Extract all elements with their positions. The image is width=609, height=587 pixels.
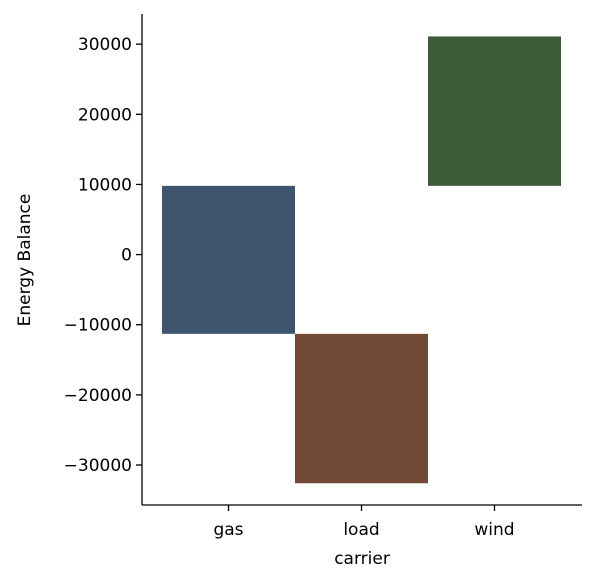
y-tick-label: −30000 <box>64 456 132 476</box>
y-tick-label: 30000 <box>78 35 132 55</box>
y-axis-label: Energy Balance <box>15 194 35 327</box>
y-tick-label: 20000 <box>78 105 132 125</box>
bar-wind <box>428 36 561 186</box>
x-axis-label: carrier <box>334 549 390 569</box>
y-ticks: 30000 20000 10000 0 −10000 −20000 −30000 <box>64 35 142 476</box>
y-tick-label: −20000 <box>64 386 132 406</box>
x-tick-label-gas: gas <box>213 520 243 540</box>
y-tick-label: 0 <box>121 246 132 266</box>
x-ticks: gas load wind <box>213 505 515 540</box>
bars-layer <box>162 36 561 484</box>
bar-load <box>295 333 428 484</box>
y-tick-label: −10000 <box>64 316 132 336</box>
x-tick-label-load: load <box>343 520 379 540</box>
y-tick-label: 10000 <box>78 175 132 195</box>
bar-gas <box>162 185 295 334</box>
x-tick-label-wind: wind <box>474 520 514 540</box>
